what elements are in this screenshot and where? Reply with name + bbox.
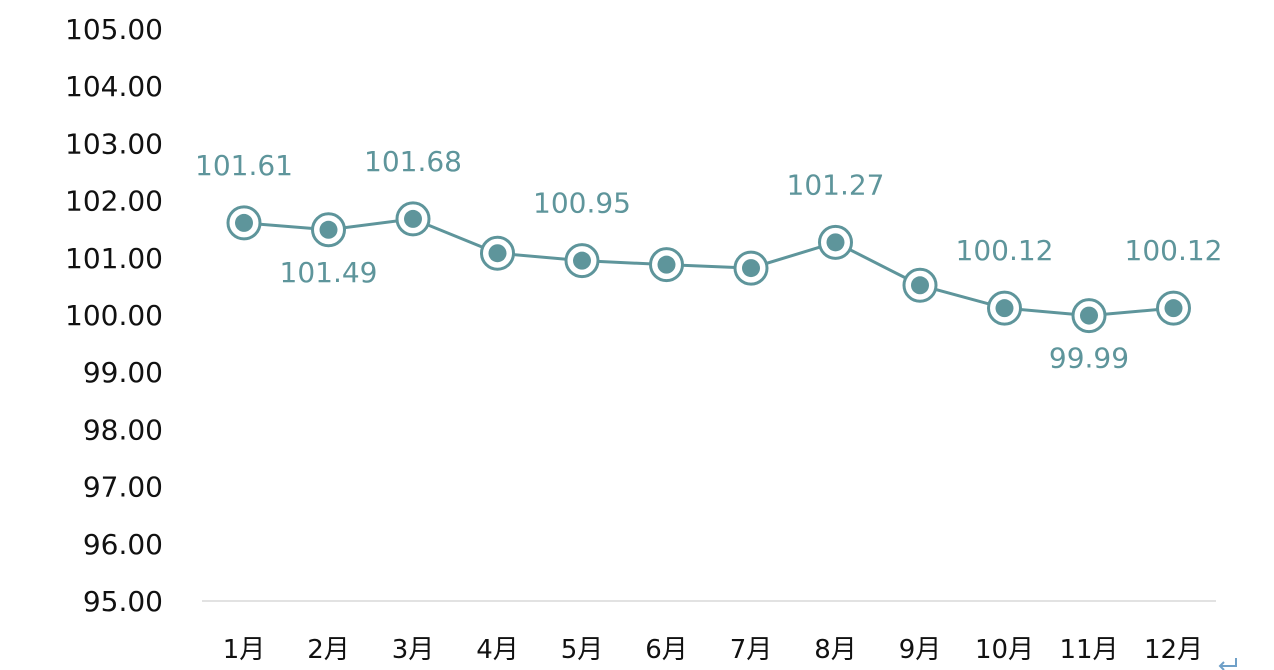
- y-tick-label: 97.00: [83, 471, 163, 504]
- y-tick-label: 101.00: [65, 242, 163, 275]
- x-tick-label: 2月: [307, 635, 350, 665]
- y-tick-label: 102.00: [65, 185, 163, 218]
- data-label: 100.12: [1125, 234, 1223, 267]
- x-axis: 1月 2月 3月 4月 5月 6月 7月 8月 9月 10月 11月 12月: [202, 600, 1216, 665]
- data-point-dot: [319, 220, 338, 239]
- x-tick-label: 12月: [1144, 635, 1203, 665]
- data-point-dot: [995, 299, 1014, 318]
- data-point: [902, 267, 938, 303]
- x-tick-label: 8月: [814, 635, 857, 665]
- x-tick-label: 9月: [899, 635, 942, 665]
- data-point-dot: [742, 259, 760, 278]
- data-point: [480, 235, 515, 271]
- data-point: [1071, 298, 1107, 334]
- y-tick-label: 100.00: [65, 299, 163, 332]
- x-tick-label: 7月: [730, 635, 773, 665]
- data-label: 100.12: [956, 234, 1054, 267]
- y-tick-label: 98.00: [83, 413, 163, 446]
- data-label: 101.49: [280, 256, 378, 289]
- data-point-dot: [1080, 306, 1098, 325]
- x-tick-label: 3月: [392, 635, 435, 665]
- data-label: 101.61: [195, 149, 293, 182]
- data-label: 99.99: [1049, 342, 1129, 375]
- data-point-dot: [1164, 299, 1183, 318]
- data-point: [987, 290, 1022, 326]
- data-label: 100.95: [533, 187, 631, 220]
- data-label: 101.68: [364, 145, 462, 178]
- data-point-dot: [488, 244, 507, 263]
- data-point: [226, 205, 262, 241]
- data-point: [818, 224, 853, 260]
- data-label: 101.27: [787, 168, 885, 201]
- data-point-dot: [826, 233, 845, 252]
- y-tick-label: 95.00: [83, 585, 163, 618]
- x-tick-label: 10月: [975, 635, 1034, 665]
- data-point-dot: [573, 251, 591, 270]
- y-tick-label: 104.00: [65, 70, 163, 103]
- data-point: [649, 247, 684, 283]
- data-point: [395, 201, 431, 237]
- y-tick-label: 96.00: [83, 528, 163, 561]
- y-tick-label: 103.00: [65, 127, 163, 160]
- data-point-dot: [235, 213, 253, 232]
- y-tick-label: 105.00: [65, 13, 163, 46]
- paragraph-mark-icon: [1218, 658, 1237, 670]
- y-tick-label: 99.00: [83, 356, 163, 389]
- x-tick-label: 5月: [561, 635, 604, 665]
- data-point-dot: [911, 276, 929, 295]
- data-point: [733, 250, 769, 286]
- data-labels: 101.61 101.49 101.68 100.95 101.27 100.12 99.9…: [195, 145, 1222, 375]
- data-point-dot: [404, 209, 422, 228]
- y-axis: 105.00 104.00 103.00 102.00 101.00 100.00 99.0…: [65, 13, 163, 618]
- data-point-dot: [657, 255, 676, 274]
- x-tick-label: 1月: [223, 635, 266, 665]
- data-point: [1156, 290, 1191, 326]
- x-tick-label: 4月: [476, 635, 519, 665]
- x-tick-label: 6月: [645, 635, 688, 665]
- x-tick-label: 11月: [1059, 635, 1118, 665]
- markers: [226, 201, 1191, 334]
- data-point: [564, 243, 600, 279]
- data-point: [311, 212, 346, 248]
